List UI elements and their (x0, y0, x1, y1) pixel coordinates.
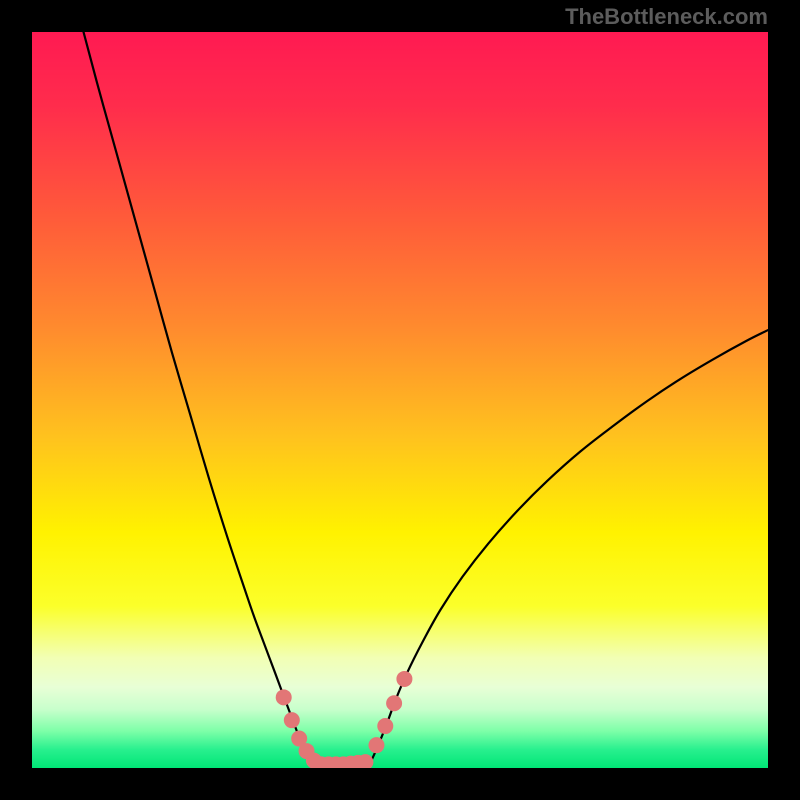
left-curve (84, 32, 317, 768)
curves-layer (32, 32, 768, 768)
watermark-text: TheBottleneck.com (565, 4, 768, 30)
data-marker (284, 712, 300, 728)
data-marker (368, 737, 384, 753)
data-marker (276, 689, 292, 705)
plot-area (32, 32, 768, 768)
stage: TheBottleneck.com (0, 0, 800, 800)
data-marker (396, 671, 412, 687)
data-marker (386, 695, 402, 711)
marker-group (276, 671, 413, 768)
data-marker (377, 718, 393, 734)
right-curve (367, 330, 768, 768)
